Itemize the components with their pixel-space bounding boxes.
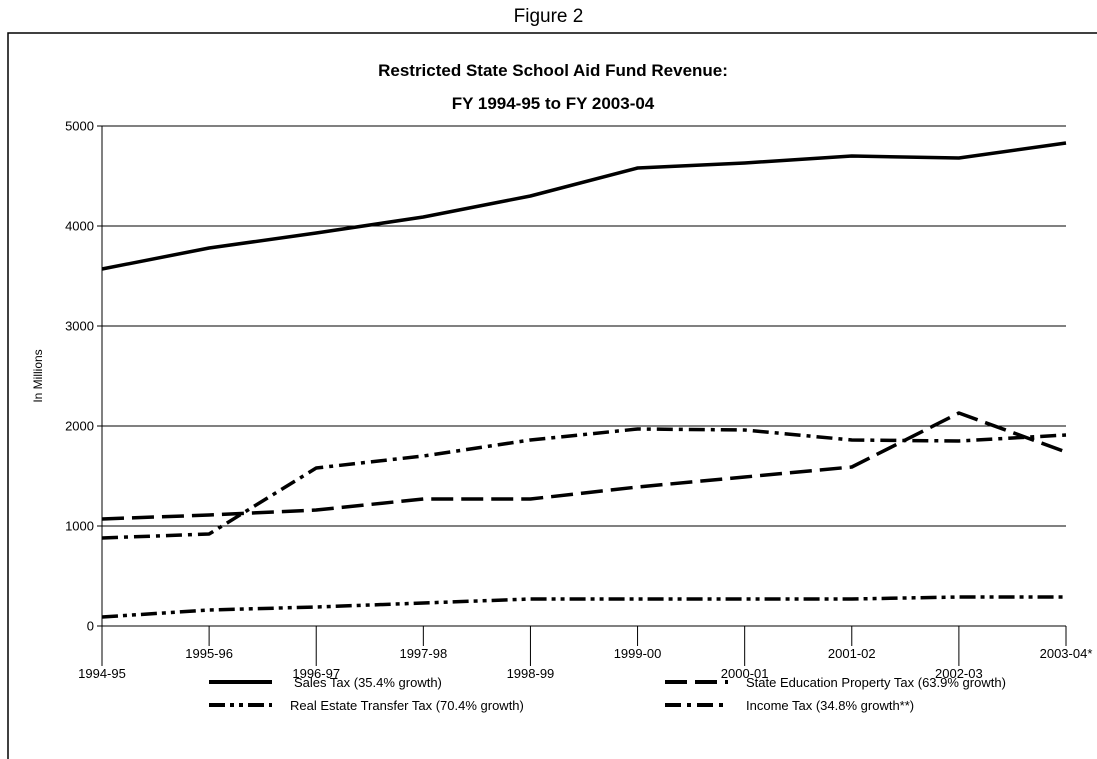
series-layer — [101, 141, 1067, 619]
x-tick-label: 2003-04* — [1040, 646, 1093, 661]
figure-label: Figure 2 — [513, 6, 584, 27]
x-tick-label: 2000-01 — [721, 666, 769, 681]
y-tick-label: 0 — [87, 619, 94, 634]
series-line — [101, 141, 1067, 271]
chart-title: Restricted State School Aid Fund Revenue… — [378, 61, 728, 80]
chart-frame — [7, 32, 1097, 759]
x-tick-label: 1999-00 — [614, 646, 662, 661]
legend-label: Income Tax (34.8% growth**) — [746, 698, 914, 713]
x-tick-label: 2002-03 — [935, 666, 983, 681]
grid-layer — [102, 125, 1066, 627]
x-tick-label: 2001-02 — [828, 646, 876, 661]
x-tick-label: 1997-98 — [399, 646, 447, 661]
y-tick-label: 1000 — [65, 519, 94, 534]
axis-layer: 0 1000 2000 3000 4000 5000 1994-95 1995-96 1996-… — [65, 119, 1092, 682]
x-tick-label: 1996-97 — [292, 666, 340, 681]
legend-label: State Education Property Tax (63.9% grow… — [746, 675, 1006, 690]
series-line — [101, 595, 1066, 619]
y-axis-label: In Millions — [31, 349, 45, 402]
y-tick-label: 3000 — [65, 319, 94, 334]
x-tick-label: 1998-99 — [507, 666, 555, 681]
legend-label: Sales Tax (35.4% growth) — [294, 675, 442, 690]
x-tick-label: 1995-96 — [185, 646, 233, 661]
legend: Sales Tax (35.4% growth) State Education … — [209, 675, 1006, 713]
y-tick-label: 5000 — [65, 119, 94, 134]
y-tick-label: 2000 — [65, 419, 94, 434]
y-tick-label: 4000 — [65, 219, 94, 234]
chart-subtitle: FY 1994-95 to FY 2003-04 — [452, 94, 655, 113]
x-tick-label: 1994-95 — [78, 666, 126, 681]
series-line — [101, 427, 1067, 540]
legend-label: Real Estate Transfer Tax (70.4% growth) — [290, 698, 524, 713]
